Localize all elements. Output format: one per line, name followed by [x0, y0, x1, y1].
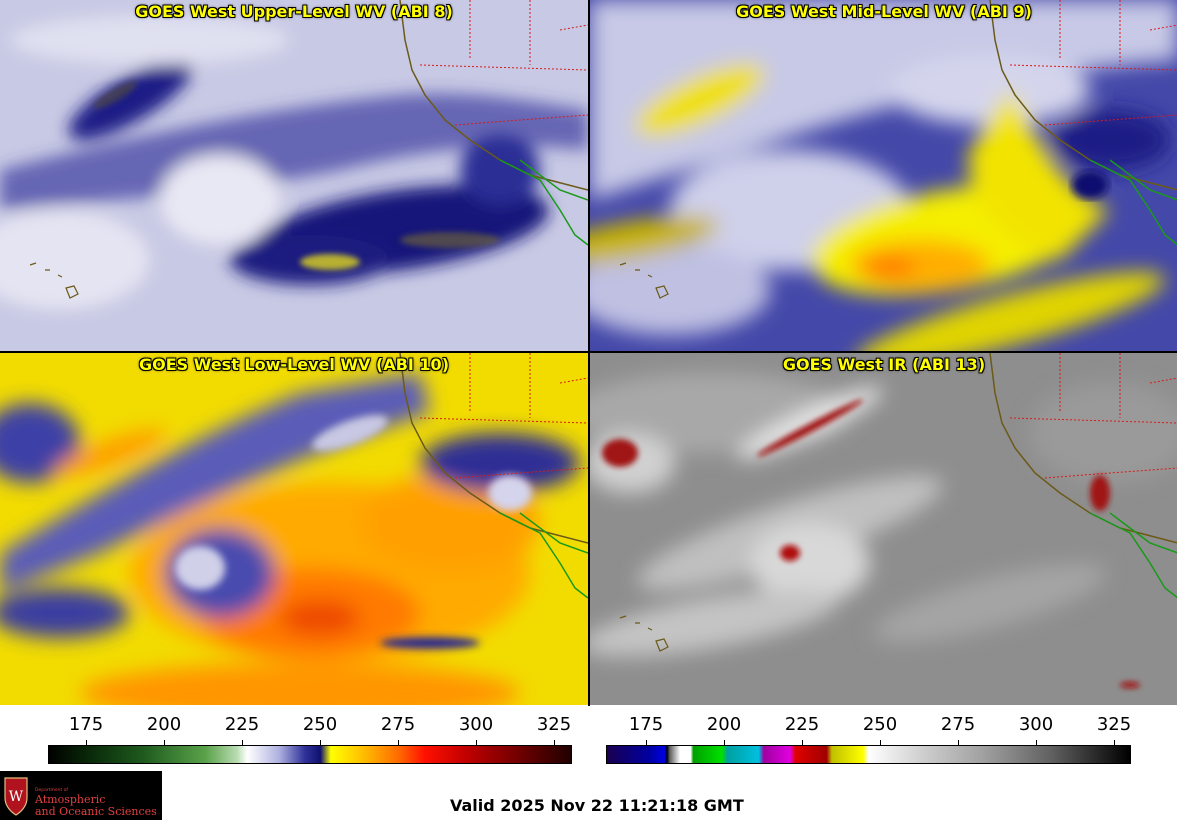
vertical-divider: [588, 0, 590, 706]
wv-tick-mark: [164, 740, 165, 746]
ir-tick-mark: [958, 740, 959, 746]
ir-tick-label: 275: [940, 714, 976, 735]
ir-tick-mark: [724, 740, 725, 746]
panel-title-upper: GOES West Upper-Level WV (ABI 8): [135, 2, 453, 21]
ir-image: [590, 353, 1177, 705]
ir-tick-label: 175: [628, 714, 664, 735]
uw-crest-icon: W: [4, 777, 28, 816]
svg-text:W: W: [9, 789, 24, 805]
wv-tick-label: 175: [68, 714, 104, 735]
wv-tick-label: 250: [302, 714, 338, 735]
wv-tick-mark: [398, 740, 399, 746]
ir-tick-mark: [802, 740, 803, 746]
ir-tick-mark: [646, 740, 647, 746]
wv-color-gradient: [48, 745, 572, 764]
wv-tick-mark: [554, 740, 555, 746]
panel-low-level-wv: GOES West Low-Level WV (ABI 10): [0, 353, 588, 705]
aos-logo: W Department of Atmospheric and Oceanic …: [0, 771, 162, 820]
wv-tick-label: 200: [146, 714, 182, 735]
ir-color-gradient: [606, 745, 1131, 764]
panel-ir: GOES West IR (ABI 13): [590, 353, 1177, 705]
mid-level-wv-image: [590, 0, 1177, 352]
panel-title-mid: GOES West Mid-Level WV (ABI 9): [736, 2, 1032, 21]
panel-title-ir: GOES West IR (ABI 13): [782, 355, 986, 374]
ir-colorbar: 175 200 225 250 275 300 325: [606, 706, 1131, 766]
logo-line-2: and Oceanic Sciences: [35, 805, 157, 818]
footer-area: 175 200 225 250 275 300 325 175 200 225 …: [0, 706, 1177, 820]
panel-upper-level-wv: GOES West Upper-Level WV (ABI 8): [0, 0, 588, 352]
ir-tick-mark: [1114, 740, 1115, 746]
ir-tick-mark: [880, 740, 881, 746]
ir-tick-label: 250: [862, 714, 898, 735]
panel-mid-level-wv: GOES West Mid-Level WV (ABI 9): [590, 0, 1177, 352]
low-level-wv-image: [0, 353, 588, 705]
wv-tick-label: 300: [458, 714, 494, 735]
horizontal-divider: [0, 351, 1177, 353]
wv-tick-label: 275: [380, 714, 416, 735]
wv-colorbar: 175 200 225 250 275 300 325: [48, 706, 572, 766]
wv-tick-label: 225: [224, 714, 260, 735]
logo-line-1: Atmospheric: [35, 793, 106, 806]
wv-tick-mark: [320, 740, 321, 746]
logo-small-line: Department of: [35, 788, 68, 793]
ir-tick-label: 200: [706, 714, 742, 735]
wv-tick-mark: [86, 740, 87, 746]
ir-tick-label: 225: [784, 714, 820, 735]
logo-text: Atmospheric and Oceanic Sciences: [35, 794, 157, 818]
upper-level-wv-image: [0, 0, 588, 352]
wv-tick-label: 325: [536, 714, 572, 735]
ir-tick-label: 300: [1018, 714, 1054, 735]
ir-tick-mark: [1036, 740, 1037, 746]
ir-tick-label: 325: [1096, 714, 1132, 735]
wv-tick-mark: [242, 740, 243, 746]
wv-tick-mark: [476, 740, 477, 746]
valid-time: Valid 2025 Nov 22 11:21:18 GMT: [450, 796, 744, 815]
panel-title-low: GOES West Low-Level WV (ABI 10): [138, 355, 449, 374]
